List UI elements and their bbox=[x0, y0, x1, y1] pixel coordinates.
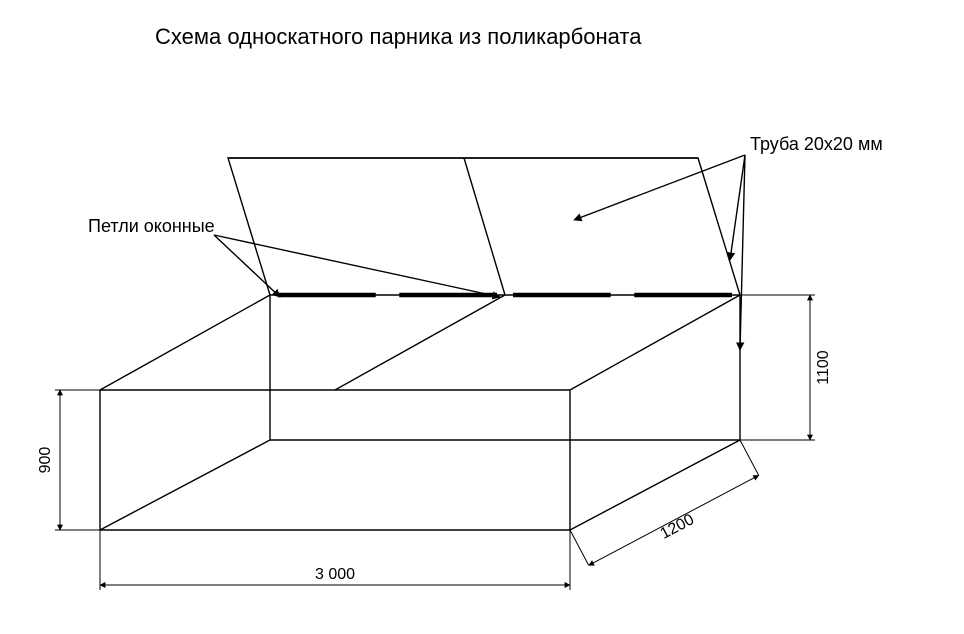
dimension-lines bbox=[55, 295, 815, 590]
hinges-label: Петли оконные bbox=[88, 216, 215, 236]
dim-height-front: 900 bbox=[37, 447, 54, 474]
diagram-canvas: Схема односкатного парника из поликарбон… bbox=[0, 0, 964, 634]
dim-height-back: 1100 bbox=[815, 350, 832, 385]
greenhouse-frame bbox=[100, 295, 740, 530]
page-title: Схема односкатного парника из поликарбон… bbox=[155, 24, 642, 49]
lid-panels bbox=[228, 158, 740, 295]
tube-label: Труба 20х20 мм bbox=[750, 134, 883, 154]
dim-width: 3 000 bbox=[315, 566, 355, 583]
dim-depth: 1200 bbox=[658, 511, 698, 543]
callout-leaders bbox=[214, 155, 745, 350]
